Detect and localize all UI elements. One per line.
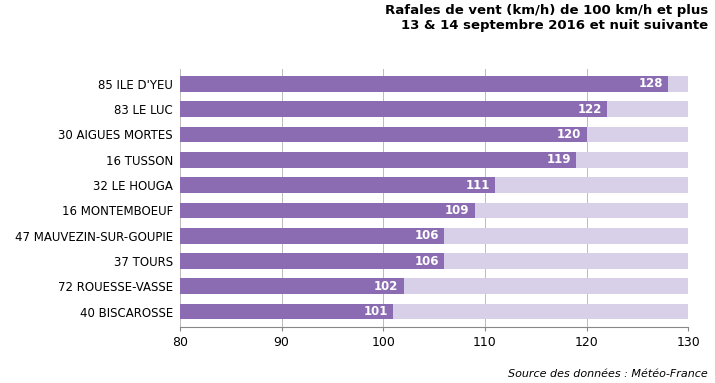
Bar [180,278,403,294]
Text: 106: 106 [415,229,439,242]
Bar [180,278,688,294]
Text: Source des données : Météo-France: Source des données : Météo-France [508,369,708,379]
Bar [180,76,688,92]
Text: 106: 106 [415,255,439,267]
Bar [180,203,475,218]
Text: 119: 119 [547,153,571,166]
Text: 111: 111 [465,178,490,192]
Text: 102: 102 [374,280,398,293]
Text: 101: 101 [364,305,388,318]
Bar [180,152,576,168]
Bar [180,127,586,142]
Bar [180,228,444,244]
Bar [180,304,393,319]
Bar [180,203,688,218]
Bar [180,228,688,244]
Text: 109: 109 [445,204,470,217]
Text: 128: 128 [638,77,663,90]
Text: 122: 122 [578,103,602,116]
Bar [180,152,688,168]
Bar [180,304,688,319]
Bar [180,253,688,269]
Bar [180,177,688,193]
Bar [180,177,495,193]
Bar [180,101,607,117]
Text: 120: 120 [557,128,581,141]
Bar [180,253,444,269]
Bar [180,127,688,142]
Bar [180,101,688,117]
Bar [180,76,668,92]
Text: Rafales de vent (km/h) de 100 km/h et plus
13 & 14 septembre 2016 et nuit suivan: Rafales de vent (km/h) de 100 km/h et pl… [385,4,708,32]
